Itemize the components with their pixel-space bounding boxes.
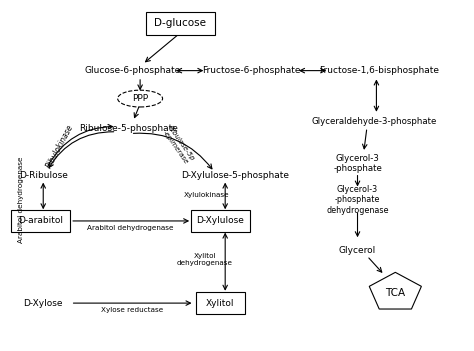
Text: D-Xylulose-5-phosphate: D-Xylulose-5-phosphate [181, 171, 289, 180]
FancyBboxPatch shape [11, 210, 71, 232]
FancyBboxPatch shape [191, 210, 250, 232]
Ellipse shape [118, 90, 163, 107]
Text: Glyceraldehyde-3-phosphate: Glyceraldehyde-3-phosphate [311, 117, 437, 126]
FancyBboxPatch shape [196, 292, 245, 314]
Polygon shape [369, 272, 421, 309]
Text: Glucose-6-phosphate: Glucose-6-phosphate [85, 66, 181, 75]
Text: Fructose-6-phosphate: Fructose-6-phosphate [202, 66, 301, 75]
Text: Glycerol-3
-phosphate
dehydrogenase: Glycerol-3 -phosphate dehydrogenase [326, 185, 389, 215]
Text: D-glucose: D-glucose [154, 18, 206, 28]
Text: D-arabitol: D-arabitol [18, 217, 64, 225]
Text: Ribulose-5p
-epimerase: Ribulose-5p -epimerase [161, 125, 195, 166]
Text: Glycerol-3
-phosphate: Glycerol-3 -phosphate [333, 154, 382, 173]
Text: Xylitol
dehydrogenase: Xylitol dehydrogenase [177, 253, 233, 266]
Text: Fructose-1,6-bisphosphate: Fructose-1,6-bisphosphate [319, 66, 439, 75]
Text: PPP: PPP [132, 94, 148, 103]
Text: Ribulose-5-phosphate: Ribulose-5-phosphate [79, 124, 178, 133]
FancyBboxPatch shape [146, 12, 215, 35]
Text: Ribulokinase: Ribulokinase [45, 123, 75, 171]
Text: D-Xylulose: D-Xylulose [197, 217, 245, 225]
Text: Glycerol: Glycerol [339, 246, 376, 255]
Text: D-Xylose: D-Xylose [24, 299, 63, 307]
Text: D-Ribulose: D-Ribulose [19, 171, 68, 180]
Text: Xylulokinase: Xylulokinase [183, 192, 229, 198]
Text: Xylose reductase: Xylose reductase [101, 307, 163, 313]
Text: Arabitol dehydrogenase: Arabitol dehydrogenase [18, 156, 24, 243]
Text: TCA: TCA [385, 287, 405, 298]
Text: Arabitol dehydrogenase: Arabitol dehydrogenase [87, 225, 174, 231]
Text: Xylitol: Xylitol [206, 299, 235, 307]
